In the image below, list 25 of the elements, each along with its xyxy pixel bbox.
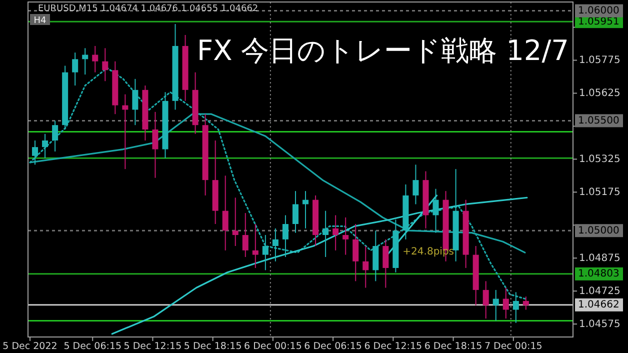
y-tick-label: 1.05175 — [579, 186, 620, 198]
annotation: EURUSD,M15 1.04674 1.04676 1.04655 1.04662 — [38, 4, 258, 14]
ref-line-label: 1.04803 — [578, 268, 620, 280]
x-tick-label: 5 Dec 18:15 — [184, 341, 242, 352]
x-tick-label: 6 Dec 12:15 — [364, 341, 422, 352]
y-tick-label: 1.04725 — [579, 286, 620, 297]
ref-line-label: 1.05500 — [578, 115, 620, 126]
x-tick-label: 7 Dec 00:15 — [484, 341, 542, 352]
x-tick-label: 5 Dec 2022 — [2, 341, 58, 352]
x-tick-label: 6 Dec 18:15 — [424, 341, 482, 352]
y-tick-label: 1.05625 — [579, 88, 620, 99]
x-tick-label: 5 Dec 06:15 — [64, 341, 122, 352]
ref-line-label: 1.04662 — [578, 300, 620, 311]
x-tick-label: 5 Dec 12:15 — [124, 341, 182, 352]
y-tick-label: 1.04575 — [579, 318, 620, 330]
x-tick-label: 6 Dec 06:15 — [304, 341, 362, 352]
ref-line-label: 1.05000 — [578, 225, 620, 236]
annotation: H4 — [34, 16, 47, 26]
x-tick-label: 6 Dec 00:15 — [244, 341, 302, 352]
y-tick-label: 1.05775 — [579, 54, 620, 66]
text: FX 今日のトレード戦略 12/7 — [197, 34, 569, 67]
y-tick-label: 1.04875 — [579, 252, 620, 264]
ref-line-label: 1.06000 — [578, 6, 620, 17]
y-tick-label: 1.05325 — [579, 154, 620, 165]
ref-line-label: 1.05951 — [578, 16, 620, 28]
